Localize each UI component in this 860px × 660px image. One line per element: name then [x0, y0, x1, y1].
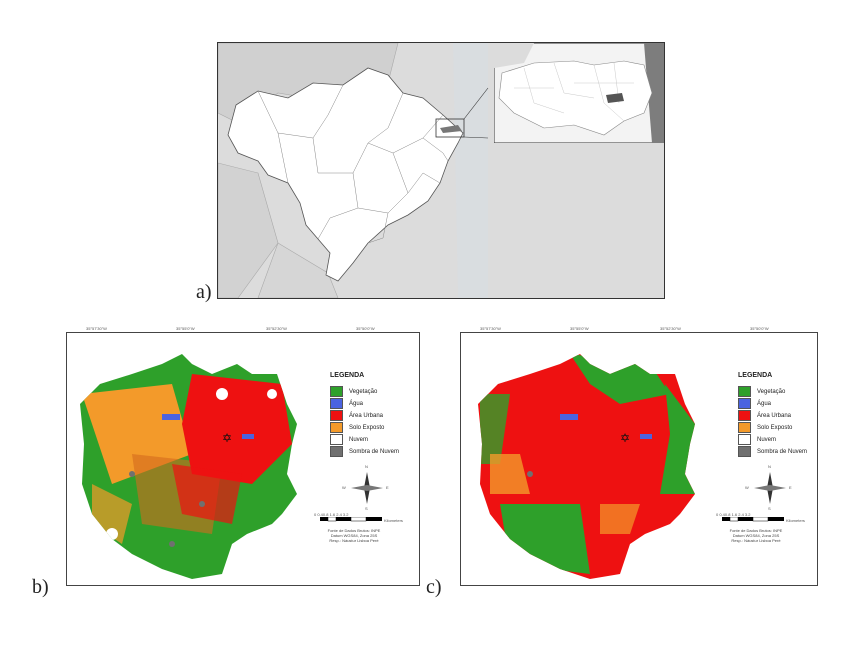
coord-top-2: 35°55'0"W: [176, 326, 195, 331]
credit-line-1: Fonte de Dados Brutos: INPE: [729, 528, 783, 533]
legend-item-vegetacao-c: Vegetação: [738, 386, 785, 397]
credit-line-3: Resp.: Náustur Lisboa Peré: [731, 538, 781, 543]
compass-e: E: [789, 485, 792, 490]
center-marker-icon: ✡: [222, 431, 232, 445]
legend-item-agua-b: Água: [330, 398, 363, 409]
legend-item-area-urbana-c: Área Urbana: [738, 410, 791, 421]
paraiba-inset-map: [494, 43, 664, 143]
scale-unit: Kilometers: [786, 518, 805, 523]
legend-label: Nuvem: [349, 436, 369, 443]
compass-w: W: [342, 485, 346, 490]
legend-item-sombra-b: Sombra de Nuvem: [330, 446, 399, 457]
scale-ticks: 0 0.40.8 1.6 2.4 3.2: [314, 512, 349, 517]
legend-label: Vegetação: [757, 388, 786, 395]
legend-label: Sombra de Nuvem: [757, 448, 808, 455]
coord-top-2: 35°55'0"W: [570, 326, 589, 331]
compass-n: N: [768, 464, 771, 469]
compass-n: N: [365, 464, 368, 469]
panel-label-c: c): [426, 576, 442, 598]
legend-label: Área Urbana: [349, 412, 384, 419]
compass-s: S: [365, 506, 368, 511]
panel-label-a: a): [196, 281, 212, 303]
coord-top-1: 35°57'30"W: [86, 326, 107, 331]
coord-top-4: 35°50'0"W: [750, 326, 769, 331]
compass-icon: [754, 472, 786, 504]
brazil-map-panel: [217, 42, 665, 299]
legend-label: Solo Exposto: [349, 424, 385, 431]
study-area-highlight: [435, 118, 465, 138]
map-credits-b: Fonte de Dados Brutos: INPE Datum WGS84,…: [314, 528, 394, 543]
legend-label: Área Urbana: [757, 412, 792, 419]
legend-title-c: LEGENDA: [738, 372, 773, 379]
legend-item-nuvem-c: Nuvem: [738, 434, 776, 445]
legend-label: Solo Exposto: [757, 424, 793, 431]
coord-top-3: 35°52'30"W: [660, 326, 681, 331]
legend-swatch: [738, 422, 751, 433]
legend-label: Nuvem: [757, 436, 777, 443]
legend-item-nuvem-b: Nuvem: [330, 434, 368, 445]
land-cover-map-c: 35°57'30"W 35°55'0"W 35°52'30"W 35°50'0"…: [446, 322, 830, 594]
credit-line-2: Datum WGS84, Zona 25S: [330, 533, 378, 538]
legend-swatch: [330, 446, 343, 457]
scale-ticks: 0 0.40.8 1.6 2.4 3.2: [716, 512, 751, 517]
scale-bar: [320, 517, 382, 522]
legend-item-solo-exposto-b: Solo Exposto: [330, 422, 384, 433]
legend-swatch: [738, 398, 751, 409]
land-cover-raster-b: ✡: [80, 354, 297, 579]
legend-title-b: LEGENDA: [330, 372, 365, 379]
legend-swatch: [330, 410, 343, 421]
legend-swatch: [330, 422, 343, 433]
legend-swatch: [330, 386, 343, 397]
legend-swatch: [738, 410, 751, 421]
coord-top-3: 35°52'30"W: [266, 326, 287, 331]
land-cover-map-b: 35°57'30"W 35°55'0"W 35°52'30"W 35°50'0"…: [52, 322, 430, 594]
study-area-inset: [606, 93, 624, 103]
legend-item-solo-exposto-c: Solo Exposto: [738, 422, 792, 433]
legend-item-area-urbana-b: Área Urbana: [330, 410, 383, 421]
center-marker-icon: ✡: [620, 431, 630, 445]
legend-label: Água: [757, 400, 772, 407]
legend-label: Vegetação: [349, 388, 378, 395]
scale-unit: Kilometers: [384, 518, 403, 523]
legend-swatch: [738, 386, 751, 397]
compass-icon: [351, 472, 383, 504]
credit-line-3: Resp.: Náustur Lisboa Peré: [329, 538, 379, 543]
legend-label: Água: [349, 400, 364, 407]
coord-top-4: 35°50'0"W: [356, 326, 375, 331]
coord-top-1: 35°57'30"W: [480, 326, 501, 331]
legend-label: Sombra de Nuvem: [349, 448, 400, 455]
land-cover-raster-c: ✡: [478, 354, 695, 579]
compass-s: S: [768, 506, 771, 511]
compass-w: W: [745, 485, 749, 490]
legend-swatch: [738, 434, 751, 445]
legend-item-sombra-c: Sombra de Nuvem: [738, 446, 807, 457]
map-credits-c: Fonte de Dados Brutos: INPE Datum WGS84,…: [716, 528, 796, 543]
compass-e: E: [386, 485, 389, 490]
scale-bar: [722, 517, 784, 522]
legend-swatch: [330, 434, 343, 445]
credit-line-2: Datum WGS84, Zona 25S: [732, 533, 780, 538]
credit-line-1: Fonte de Dados Brutos: INPE: [327, 528, 381, 533]
legend-swatch: [330, 398, 343, 409]
legend-swatch: [738, 446, 751, 457]
legend-item-vegetacao-b: Vegetação: [330, 386, 377, 397]
panel-label-b: b): [32, 576, 49, 598]
legend-item-agua-c: Água: [738, 398, 771, 409]
